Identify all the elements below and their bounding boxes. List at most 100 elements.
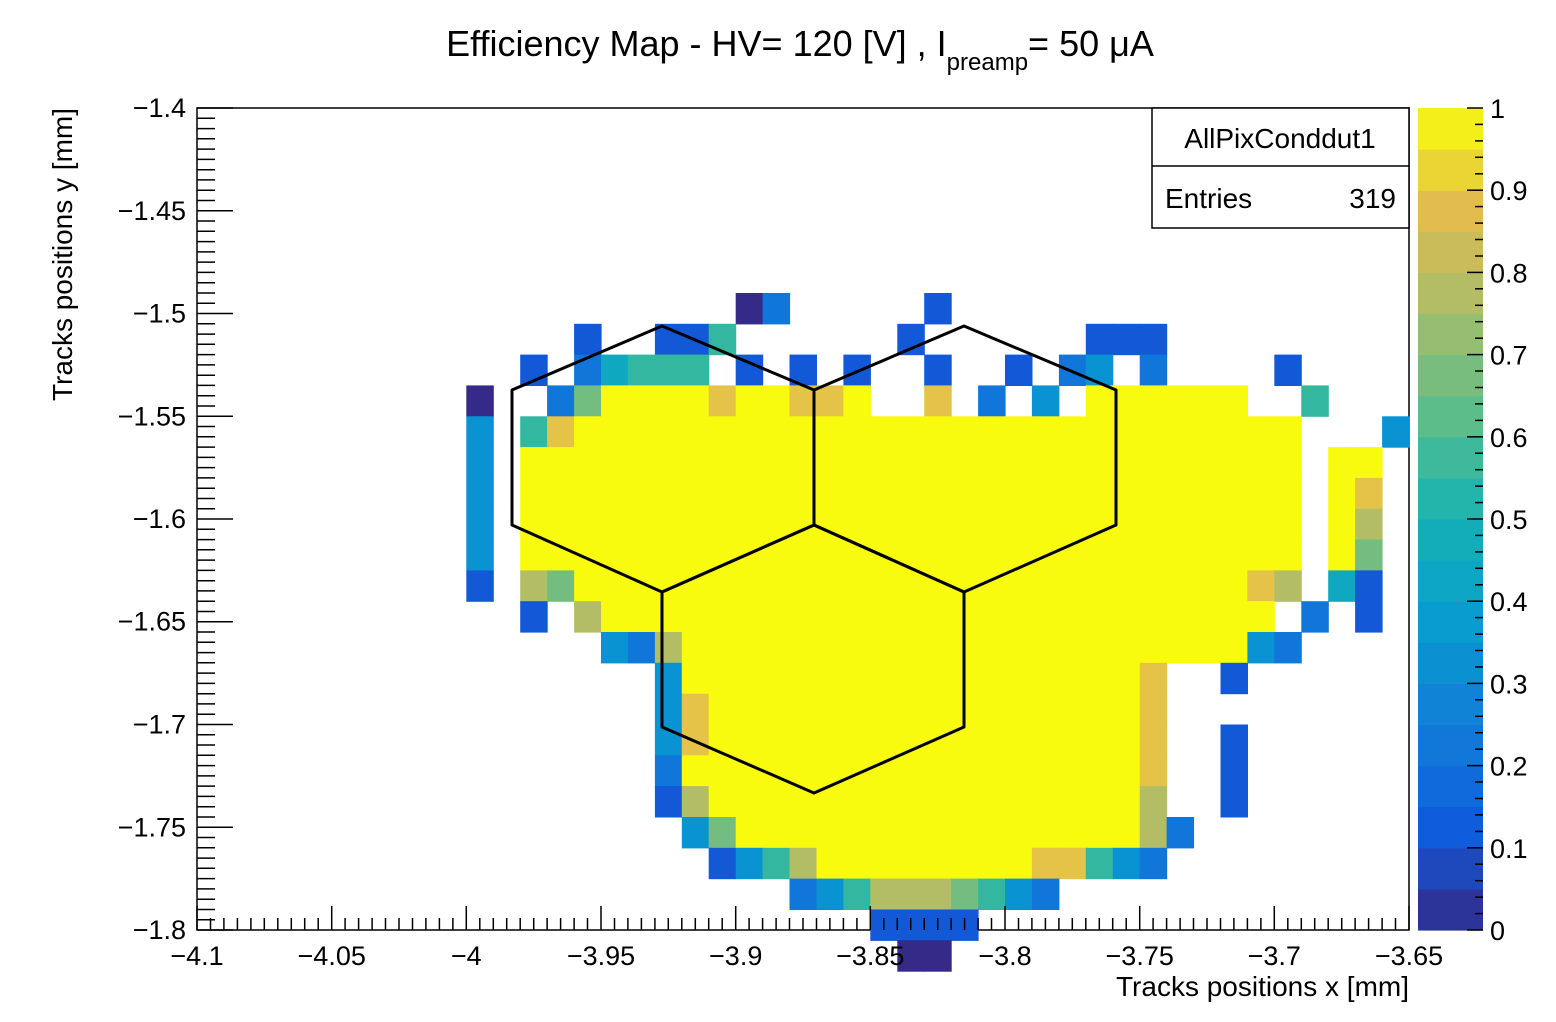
heatmap-cell bbox=[924, 755, 952, 787]
x-tick-label: −3.7 bbox=[1248, 941, 1301, 971]
color-scale-band bbox=[1418, 601, 1483, 643]
heatmap-cell bbox=[1139, 662, 1168, 695]
heatmap-cell bbox=[843, 786, 871, 818]
heatmap-cell bbox=[816, 878, 844, 910]
heatmap-cell bbox=[1139, 601, 1168, 633]
color-scale-band bbox=[1418, 272, 1483, 315]
heatmap-cell bbox=[1247, 601, 1275, 633]
heatmap-cell bbox=[924, 508, 952, 541]
heatmap-cell bbox=[1031, 477, 1060, 510]
heatmap-cell bbox=[978, 447, 1006, 479]
heatmap-cell bbox=[978, 693, 1006, 726]
heatmap-cell bbox=[681, 601, 710, 633]
heatmap-cell bbox=[1058, 786, 1087, 818]
heatmap-cell bbox=[654, 755, 683, 787]
heatmap-cell bbox=[1005, 601, 1033, 633]
heatmap-cell bbox=[601, 354, 629, 386]
heatmap-cell bbox=[1005, 724, 1033, 756]
heatmap-cell bbox=[870, 416, 898, 448]
heatmap-cell bbox=[547, 447, 575, 479]
heatmap-cell bbox=[708, 385, 737, 417]
heatmap-cell bbox=[978, 539, 1006, 571]
heatmap-cell bbox=[627, 447, 656, 479]
heatmap-cell bbox=[601, 447, 629, 479]
heatmap-cell bbox=[762, 817, 791, 849]
heatmap-cell bbox=[520, 416, 548, 448]
heatmap-cell bbox=[789, 601, 817, 633]
heatmap-cell bbox=[816, 539, 844, 571]
color-scale-band bbox=[1418, 313, 1483, 356]
heatmap-cell bbox=[1220, 477, 1248, 510]
heatmap-cell bbox=[1247, 447, 1275, 479]
heatmap-cell bbox=[1005, 416, 1033, 448]
heatmap-cell bbox=[1139, 786, 1168, 818]
heatmap-cell bbox=[1031, 632, 1060, 664]
heatmap-cell bbox=[924, 940, 952, 972]
heatmap-cell bbox=[1247, 570, 1275, 602]
heatmap-cell bbox=[1058, 601, 1087, 633]
x-tick-label: −3.95 bbox=[567, 941, 635, 971]
heatmap-cell bbox=[897, 477, 925, 510]
heatmap-cell bbox=[816, 601, 844, 633]
heatmap-cell bbox=[627, 477, 656, 510]
heatmap-cell bbox=[654, 601, 683, 633]
heatmap-cell bbox=[924, 817, 952, 849]
colorbar-tick-label: 0.3 bbox=[1490, 669, 1528, 699]
heatmap-cell bbox=[708, 817, 737, 849]
heatmap-cell bbox=[601, 601, 629, 633]
heatmap-cell bbox=[978, 786, 1006, 818]
stats-box: AllPixConddut1 Entries 319 bbox=[1151, 107, 1410, 229]
heatmap-cell bbox=[1139, 385, 1168, 417]
heatmap-cell bbox=[1058, 632, 1087, 664]
heatmap-cell bbox=[1031, 847, 1060, 880]
heatmap-cell bbox=[1274, 539, 1302, 571]
heatmap-cell bbox=[1085, 786, 1114, 818]
heatmap-cell bbox=[843, 601, 871, 633]
heatmap-cell bbox=[681, 755, 710, 787]
heatmap-cell bbox=[1058, 447, 1087, 479]
heatmap-cell bbox=[1005, 817, 1033, 849]
heatmap-cell bbox=[1274, 632, 1302, 664]
heatmap-cell bbox=[816, 847, 844, 880]
x-tick-label: −3.85 bbox=[836, 941, 904, 971]
heatmap-cell bbox=[466, 477, 494, 510]
heatmap-cell bbox=[1166, 416, 1195, 448]
heatmap-cell bbox=[1085, 847, 1114, 880]
heatmap-cell bbox=[574, 508, 602, 541]
color-scale-band bbox=[1418, 560, 1483, 602]
heatmap-cell bbox=[1005, 447, 1033, 479]
heatmap-cell bbox=[789, 416, 817, 448]
heatmap-cell bbox=[1139, 632, 1168, 664]
heatmap-cell bbox=[1112, 755, 1141, 787]
heatmap-cells bbox=[466, 293, 1410, 972]
heatmap-cell bbox=[466, 570, 494, 602]
heatmap-cell bbox=[520, 570, 548, 602]
color-scale-ticks: 0 0.1 0.2 0.3 0.4 0.5 0.6 0.7 0.8 0.9 1 bbox=[1467, 94, 1528, 946]
heatmap-cell bbox=[816, 817, 844, 849]
heatmap-cell bbox=[1058, 693, 1087, 726]
heatmap-cell bbox=[1112, 539, 1141, 571]
heatmap-cell bbox=[978, 477, 1006, 510]
heatmap-cell bbox=[1166, 508, 1195, 541]
heatmap-cell bbox=[1031, 416, 1060, 448]
heatmap-cell bbox=[924, 693, 952, 726]
heatmap-cell bbox=[1058, 477, 1087, 510]
heatmap-cell bbox=[1139, 755, 1168, 787]
heatmap-cell bbox=[1193, 385, 1221, 417]
heatmap-cell bbox=[870, 755, 898, 787]
heatmap-cell bbox=[978, 508, 1006, 541]
heatmap-cell bbox=[1301, 601, 1329, 633]
heatmap-cell bbox=[897, 817, 925, 849]
hexagon-outlines bbox=[510, 324, 1118, 795]
x-tick-label: −4.1 bbox=[170, 941, 223, 971]
chart-title-main: Efficiency Map - HV= 120 [V] , I bbox=[446, 23, 947, 64]
heatmap-cell bbox=[1193, 447, 1221, 479]
heatmap-cell bbox=[1112, 601, 1141, 633]
heatmap-cell bbox=[924, 601, 952, 633]
heatmap-cell bbox=[1085, 323, 1114, 356]
heatmap-cell bbox=[843, 447, 871, 479]
heatmap-cell bbox=[843, 847, 871, 880]
heatmap-cell bbox=[762, 385, 791, 417]
heatmap-cell bbox=[1058, 508, 1087, 541]
heatmap-cell bbox=[924, 477, 952, 510]
